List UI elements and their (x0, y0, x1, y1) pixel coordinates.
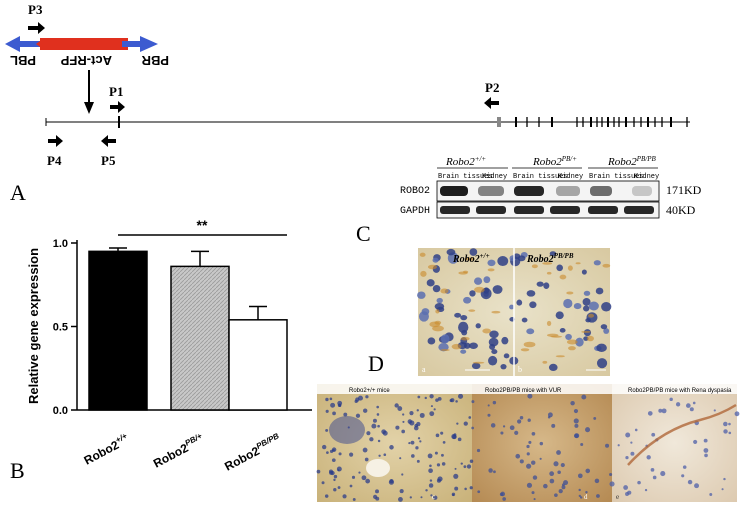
histology-sub-c: c (432, 493, 435, 501)
pbl-label: PBL (10, 53, 36, 68)
wb-robo2-membrane (436, 180, 660, 202)
chart-ytick-label: 0.0 (53, 405, 68, 417)
panel-c-western: Robo2+/+ Robo2PB/+ Robo2PB/PB Brain tiss… (356, 155, 702, 246)
wb-genotype-2: Robo2PB/+ (532, 155, 577, 168)
primer-p3-arrow-icon (28, 22, 45, 34)
panel-b-chart: Relative gene expression 0.0 0.5 1.0 ** Ro… (10, 217, 312, 483)
histology-caption-wt: Robo2+/+ mice (349, 388, 390, 394)
histology-caption-dysplasia: Robo2PB/PB mice with Rena dyspasia (628, 388, 732, 394)
ihc-images: Robo2+/+ Robo2PB/PB a b (417, 248, 612, 376)
chart-bar (88, 250, 148, 411)
wb-band-robo2 (440, 186, 468, 196)
primer-p4-label: P4 (47, 153, 62, 168)
chart-xlabels: Robo2+/+ Robo2PB/+ Robo2PB/PB (81, 431, 284, 473)
primer-p1-label: P1 (109, 84, 123, 99)
ihc-label-wt: Robo2+/+ (452, 252, 490, 265)
wb-band-gapdh (514, 206, 544, 214)
histology-images: Robo2+/+ mice Robo2PB/PB mice with VUR R… (316, 384, 740, 502)
wb-band-gapdh (476, 206, 506, 214)
panel-d-letter: D (368, 351, 384, 376)
histology-caption-vur: Robo2PB/PB mice with VUR (485, 388, 562, 394)
wb-row-gapdh: GAPDH (400, 206, 430, 217)
chart-xtick-label: Robo2PB/PB (222, 431, 284, 473)
chart-bar (228, 319, 288, 411)
wb-band-robo2 (514, 186, 544, 196)
wb-band-robo2 (590, 186, 612, 196)
wb-band-gapdh (550, 206, 580, 214)
ihc-label-mut: Robo2PB/PB (526, 252, 574, 265)
chart-ticks: 0.0 0.5 1.0 (53, 238, 77, 417)
wb-band-gapdh (440, 206, 470, 214)
primer-p3-label: P3 (28, 2, 43, 17)
exon-p2 (497, 117, 501, 127)
wb-tissue-5: Brain tissues (589, 173, 644, 181)
pbr-arrow-icon (122, 36, 158, 52)
ihc-sub-a: a (422, 365, 426, 374)
panel-a-letter: A (10, 180, 26, 205)
histology-sub-e: e (616, 493, 619, 501)
exon-ticks (515, 117, 688, 127)
chart-ylabel: Relative gene expression (26, 248, 41, 404)
chart-xtick-label: Robo2+/+ (81, 431, 132, 467)
primer-p5-label: P5 (101, 153, 116, 168)
panel-c-letter: C (356, 221, 371, 246)
wb-band-gapdh (624, 206, 654, 214)
wb-genotype-3: Robo2PB/PB (607, 155, 657, 168)
wb-band-gapdh (588, 206, 618, 214)
primer-p1-arrow-icon (110, 101, 125, 113)
act-rfp-block (40, 38, 128, 50)
wb-band-robo2 (556, 186, 580, 196)
wb-genotype-1: Robo2+/+ (445, 155, 486, 168)
pbl-arrow-icon (5, 36, 52, 52)
chart-ytick-label: 0.5 (53, 322, 68, 334)
wb-tissue-3: Brain tissues (513, 173, 568, 181)
wb-tissue-2: Kidney (482, 173, 507, 181)
primer-p2-label: P2 (485, 80, 499, 95)
wb-bands (440, 186, 654, 214)
act-rfp-label: Act-RFP (60, 53, 112, 68)
wb-band-robo2 (632, 186, 652, 196)
insertion-arrow-icon (84, 102, 94, 114)
histology-sub-d: d (584, 493, 588, 501)
chart-ytick-label: 1.0 (53, 238, 68, 250)
ihc-sub-b: b (518, 365, 522, 374)
panel-a-schematic: P3 PBL Act-RFP PBR P1 P2 P4 P5 A (5, 2, 690, 205)
wb-tissue-6: Kidney (634, 173, 659, 181)
wb-size-171: 171KD (666, 183, 702, 197)
primer-p5-arrow-icon (101, 135, 116, 147)
wb-tissue-1: Brain tissues (438, 173, 493, 181)
wb-band-robo2 (478, 186, 504, 196)
primer-p4-arrow-icon (48, 135, 63, 147)
chart-xtick-label: Robo2PB/+ (150, 431, 206, 470)
wb-row-robo2: ROBO2 (400, 186, 430, 197)
significance-marker: ** (197, 217, 208, 233)
panel-b-letter: B (10, 458, 25, 483)
chart-bar (170, 265, 230, 411)
wb-tissue-4: Kidney (558, 173, 583, 181)
chart-bars (88, 247, 288, 411)
pbr-label: PBR (141, 53, 169, 68)
histology-dysplasia (612, 384, 737, 502)
wb-size-40: 40KD (666, 203, 696, 217)
primer-p2-arrow-icon (484, 97, 499, 109)
